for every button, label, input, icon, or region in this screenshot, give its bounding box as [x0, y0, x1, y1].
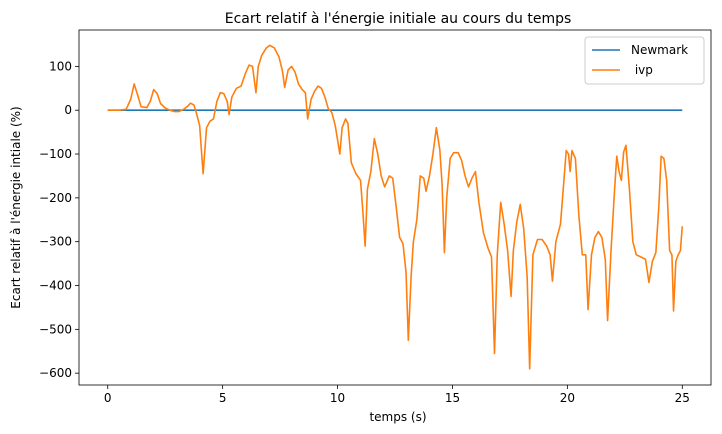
y-tick-label: −300 [39, 235, 72, 249]
x-axis-label: temps (s) [369, 410, 426, 424]
legend: Newmark ivp [584, 36, 705, 85]
y-tick-label: 0 [64, 103, 72, 117]
y-tick-label: −100 [39, 147, 72, 161]
legend-box [584, 36, 705, 85]
x-tick-label: 20 [560, 391, 575, 405]
y-tick-label: −400 [39, 279, 72, 293]
y-tick-label: −200 [39, 191, 72, 205]
x-tick-label: 10 [330, 391, 345, 405]
series-line-2 [107, 44, 684, 370]
plot-frame [78, 29, 712, 386]
y-tick-label: −500 [39, 322, 72, 336]
plot-content [107, 44, 684, 370]
y-tick-label: −600 [39, 366, 72, 380]
x-axis: 0 5 10 15 20 25 [104, 385, 690, 405]
x-tick-label: 15 [445, 391, 460, 405]
y-axis-label: Ecart relatif à l'énergie intiale (%) [9, 106, 23, 308]
y-axis: 100 0 −100 −200 −300 −400 −500 −600 [39, 59, 79, 380]
chart-title: Ecart relatif à l'énergie initiale au co… [225, 11, 572, 27]
y-tick-label: 100 [49, 59, 72, 73]
x-tick-label: 0 [104, 391, 112, 405]
x-tick-label: 25 [675, 391, 690, 405]
legend-label-2: ivp [631, 63, 653, 77]
legend-label-1: Newmark [631, 43, 688, 57]
x-tick-label: 5 [219, 391, 227, 405]
